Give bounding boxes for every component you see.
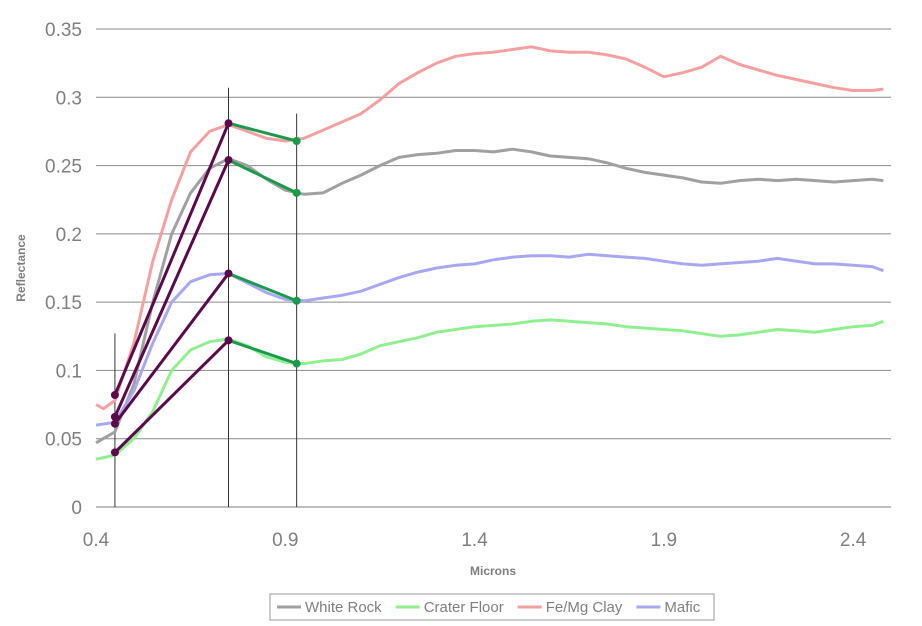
x-tick-label: 0.9 bbox=[272, 530, 298, 551]
overlay-points bbox=[110, 119, 301, 457]
overlay-point bbox=[224, 269, 233, 278]
legend-label-mafic: Mafic bbox=[664, 599, 700, 616]
overlay-point bbox=[110, 419, 119, 428]
x-tick-label: 0.4 bbox=[83, 530, 110, 551]
legend-label-white-rock: White Rock bbox=[305, 599, 382, 616]
overlay-segment bbox=[227, 271, 299, 303]
legend-label-crater-floor: Crater Floor bbox=[424, 599, 504, 616]
x-tick-label: 1.9 bbox=[651, 530, 677, 551]
overlay-segment bbox=[113, 271, 230, 426]
overlay-segment bbox=[113, 338, 230, 454]
x-tick-label: 1.4 bbox=[461, 530, 488, 551]
overlay-point bbox=[110, 391, 119, 400]
y-axis-title: Reflectance bbox=[14, 234, 28, 302]
overlay-segment bbox=[227, 338, 299, 366]
x-tick-labels: 0.4 0.9 1.4 1.9 2.4 bbox=[83, 530, 867, 551]
series-line-fe-mg-clay bbox=[95, 45, 884, 411]
overlay-segment bbox=[227, 158, 299, 195]
vertical-markers bbox=[114, 87, 298, 507]
x-axis-title: Microns bbox=[470, 564, 516, 578]
overlay-point bbox=[292, 359, 301, 368]
overlay-point bbox=[292, 188, 301, 197]
overlay-point bbox=[224, 156, 233, 165]
overlay-segment bbox=[113, 121, 230, 397]
overlay-point bbox=[224, 119, 233, 128]
y-tick-label: 0 bbox=[71, 498, 82, 519]
overlay-segment bbox=[227, 121, 299, 143]
gridlines bbox=[96, 28, 891, 508]
y-tick-label: 0.25 bbox=[45, 157, 82, 178]
overlay-segments bbox=[113, 121, 299, 454]
legend: White Rock Crater Floor Fe/Mg Clay Mafic bbox=[269, 593, 715, 621]
y-tick-label: 0.15 bbox=[45, 293, 82, 314]
overlay-segment bbox=[113, 158, 230, 419]
y-tick-label: 0.05 bbox=[45, 430, 82, 451]
y-tick-label: 0.2 bbox=[56, 225, 82, 246]
x-tick-label: 2.4 bbox=[840, 530, 867, 551]
legend-label-fe-mg-clay: Fe/Mg Clay bbox=[546, 599, 623, 616]
y-tick-labels: 0 0.05 0.1 0.15 0.2 0.25 0.3 0.35 bbox=[45, 20, 82, 519]
overlay-point bbox=[224, 336, 233, 345]
overlay-point bbox=[110, 412, 119, 421]
y-tick-label: 0.3 bbox=[56, 88, 82, 109]
overlay-point bbox=[110, 448, 119, 457]
overlay-point bbox=[292, 136, 301, 145]
y-tick-label: 0.1 bbox=[56, 361, 82, 382]
y-tick-label: 0.35 bbox=[45, 20, 82, 41]
overlay-point bbox=[292, 296, 301, 305]
series-lines bbox=[95, 45, 884, 461]
